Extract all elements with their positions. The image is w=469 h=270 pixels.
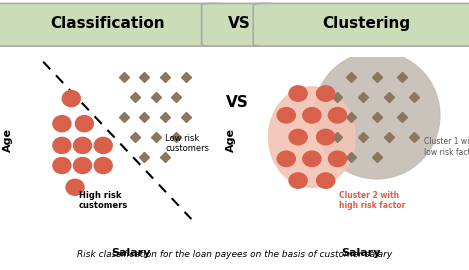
Text: Salary: Salary bbox=[341, 248, 381, 258]
Text: VS: VS bbox=[228, 16, 250, 31]
Circle shape bbox=[303, 107, 321, 123]
FancyBboxPatch shape bbox=[253, 4, 469, 46]
Circle shape bbox=[94, 137, 112, 153]
Circle shape bbox=[76, 116, 93, 132]
Circle shape bbox=[277, 151, 295, 167]
Circle shape bbox=[289, 129, 307, 145]
Circle shape bbox=[53, 157, 71, 174]
Text: Classification: Classification bbox=[51, 16, 165, 31]
Text: Cluster 1 with
low risk factor: Cluster 1 with low risk factor bbox=[424, 137, 469, 157]
Circle shape bbox=[62, 90, 80, 107]
Circle shape bbox=[94, 157, 112, 174]
Circle shape bbox=[317, 129, 335, 145]
FancyBboxPatch shape bbox=[202, 4, 277, 46]
Circle shape bbox=[303, 151, 321, 167]
Circle shape bbox=[289, 173, 307, 188]
Circle shape bbox=[74, 157, 91, 174]
Text: VS: VS bbox=[226, 95, 248, 110]
Text: High risk
customers: High risk customers bbox=[79, 191, 128, 210]
Text: Cluster 2 with
high risk factor: Cluster 2 with high risk factor bbox=[340, 191, 406, 210]
Ellipse shape bbox=[314, 52, 440, 179]
Circle shape bbox=[53, 116, 71, 132]
Circle shape bbox=[53, 137, 71, 153]
Circle shape bbox=[289, 86, 307, 101]
Circle shape bbox=[277, 107, 295, 123]
Text: Clustering: Clustering bbox=[322, 16, 410, 31]
FancyBboxPatch shape bbox=[0, 4, 225, 46]
Text: Salary: Salary bbox=[112, 248, 151, 258]
Ellipse shape bbox=[269, 87, 355, 187]
Text: Risk classification for the loan payees on the basis of customer salary: Risk classification for the loan payees … bbox=[77, 250, 392, 259]
Text: Age: Age bbox=[226, 129, 236, 152]
Text: Low risk
customers: Low risk customers bbox=[165, 134, 209, 153]
Circle shape bbox=[328, 151, 347, 167]
Circle shape bbox=[317, 86, 335, 101]
Circle shape bbox=[328, 107, 347, 123]
Circle shape bbox=[66, 179, 84, 195]
Circle shape bbox=[74, 137, 91, 153]
Circle shape bbox=[317, 173, 335, 188]
Text: Age: Age bbox=[2, 129, 13, 152]
